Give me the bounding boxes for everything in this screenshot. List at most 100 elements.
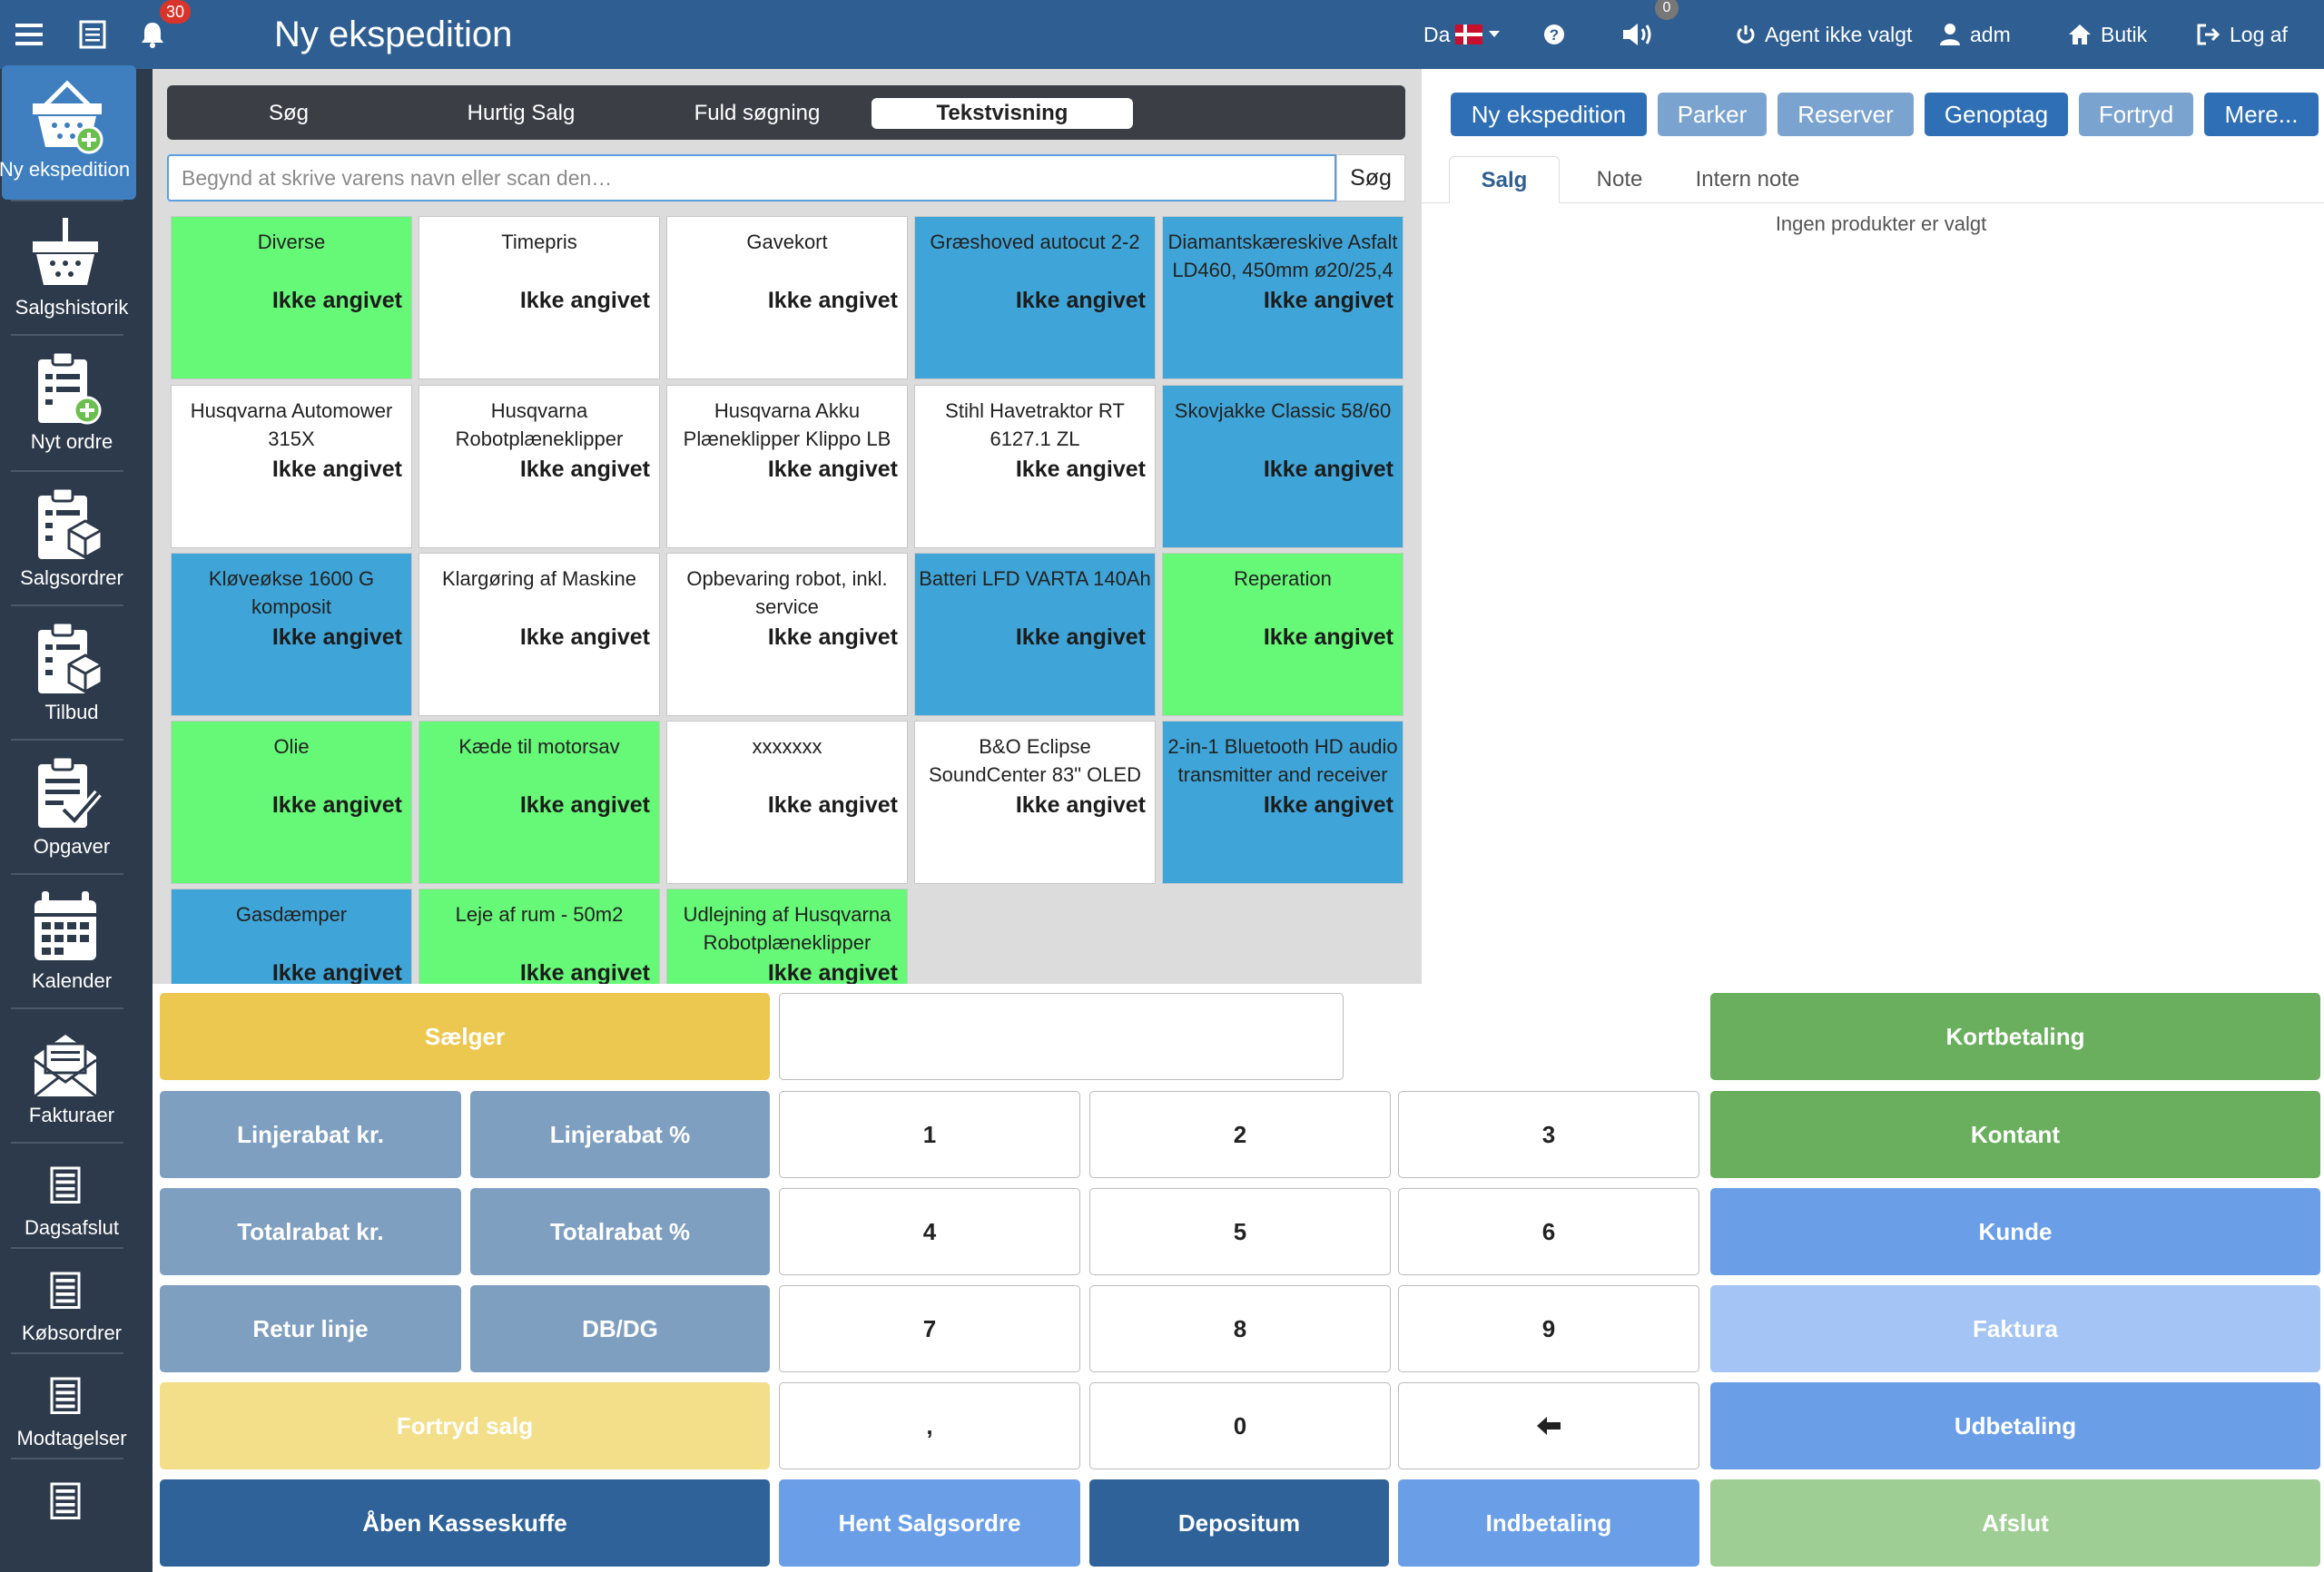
payout-button[interactable]: Udbetaling	[1710, 1382, 2320, 1469]
product-tile[interactable]: 2-in-1 Bluetooth HD audio transmitter an…	[1162, 721, 1403, 884]
sidebar-item-salgsordrer[interactable]: Salgsordrer	[0, 474, 153, 608]
volume-icon[interactable]	[1618, 13, 1658, 56]
bell-icon[interactable]	[136, 13, 169, 56]
reserve-button[interactable]: Reserver	[1777, 93, 1914, 136]
sidebar-item-ny-ekspedition[interactable]: Ny ekspedition	[0, 65, 136, 200]
undo-button[interactable]: Fortryd	[2079, 93, 2193, 136]
shop-label: Butik	[2101, 22, 2148, 46]
invoice-button[interactable]: Faktura	[1710, 1285, 2320, 1372]
fetch-order-button[interactable]: Hent Salgsordre	[779, 1479, 1080, 1567]
dbdg-button[interactable]: DB/DG	[470, 1285, 770, 1372]
open-drawer-button[interactable]: Åben Kasseskuffe	[160, 1479, 770, 1567]
product-tile[interactable]: Græshoved autocut 2-2 Ikke angivet	[914, 216, 1156, 379]
product-tile[interactable]: Gavekort Ikke angivet	[666, 216, 908, 379]
product-tile[interactable]: xxxxxxx Ikke angivet	[666, 721, 908, 884]
logout-link[interactable]: Log af	[2197, 16, 2288, 53]
product-tile[interactable]: Timepris Ikke angivet	[419, 216, 660, 379]
product-tile[interactable]: Husqvarna Robotplæneklipper Ikke angivet	[419, 385, 660, 548]
sidebar-item-more[interactable]	[0, 1461, 153, 1567]
product-tile[interactable]: Klargøring af Maskine Ikke angivet	[419, 553, 660, 716]
product-tile[interactable]: Stihl Havetraktor RT 6127.1 ZL Ikke angiv…	[914, 385, 1156, 548]
product-tile[interactable]: Reperation Ikke angivet	[1162, 553, 1403, 716]
digit-key[interactable]: 8	[1089, 1285, 1391, 1372]
tab-text-view[interactable]: Tekstvisning	[872, 98, 1133, 129]
product-tile[interactable]: Diverse Ikke angivet	[171, 216, 412, 379]
digit-key[interactable]: 7	[779, 1285, 1080, 1372]
amount-display	[779, 993, 1344, 1080]
payment-in-button[interactable]: Indbetaling	[1398, 1479, 1699, 1567]
tab-quick-sale[interactable]: Hurtig Salg	[467, 101, 576, 125]
digit-key[interactable]: 1	[779, 1091, 1080, 1178]
digit-key[interactable]: 4	[779, 1188, 1080, 1275]
finish-button[interactable]: Afslut	[1710, 1479, 2320, 1567]
line-discount-kr-button[interactable]: Linjerabat kr.	[160, 1091, 461, 1178]
park-button[interactable]: Parker	[1658, 93, 1767, 136]
new-sale-button[interactable]: Ny ekspedition	[1451, 93, 1647, 136]
tab-search[interactable]: Søg	[268, 101, 309, 125]
undo-sale-button[interactable]: Fortryd salg	[160, 1382, 770, 1469]
document-icon[interactable]	[76, 13, 109, 56]
deposit-button[interactable]: Depositum	[1089, 1479, 1389, 1567]
product-tile[interactable]: Husqvarna Akku Plæneklipper Klippo LB Ikk…	[666, 385, 908, 548]
sidebar-item-tilbud[interactable]: Tilbud	[0, 608, 153, 742]
seller-button[interactable]: Sælger	[160, 993, 770, 1080]
tab-internal-note[interactable]: Intern note	[1695, 167, 1800, 192]
sidebar-item-købsordrer[interactable]: Købsordrer	[0, 1251, 153, 1356]
sidebar-item-salgshistorik[interactable]: Salgshistorik	[0, 203, 153, 338]
total-discount-kr-button[interactable]: Totalrabat kr.	[160, 1188, 461, 1275]
product-tile[interactable]: Diamantskæreskive Asfalt LD460, 450mm ø2…	[1162, 216, 1403, 379]
product-tile[interactable]: Kløveøkse 1600 G komposit Ikke angivet	[171, 553, 412, 716]
basket-icon	[22, 212, 109, 296]
resume-button[interactable]: Genoptag	[1925, 93, 2068, 136]
agent-label: Agent ikke valgt	[1765, 22, 1913, 46]
help-icon[interactable]: ?	[1538, 13, 1571, 56]
tab-full-search[interactable]: Fuld søgning	[694, 101, 821, 125]
product-tile[interactable]: Batteri LFD VARTA 140Ah Ikke angivet	[914, 553, 1156, 716]
sidebar-item-label: Nyt ordre	[30, 430, 113, 453]
tab-sale[interactable]: Salg	[1449, 156, 1560, 203]
product-tile[interactable]: Udlejning af Husqvarna Robotplæneklipper…	[666, 889, 908, 984]
product-tile[interactable]: Opbevaring robot, inkl. service Ikke angi…	[666, 553, 908, 716]
more-button[interactable]: Mere...	[2204, 93, 2319, 136]
product-price: Ikke angivet	[1263, 792, 1393, 818]
sidebar-item-kalender[interactable]: Kalender	[0, 877, 153, 1011]
cash-button[interactable]: Kontant	[1710, 1091, 2320, 1178]
customer-button[interactable]: Kunde	[1710, 1188, 2320, 1275]
product-tile[interactable]: Gasdæmper Ikke angivet	[171, 889, 412, 984]
digit-key[interactable]: 2	[1089, 1091, 1391, 1178]
product-tile[interactable]: Kæde til motorsav Ikke angivet	[419, 721, 660, 884]
sidebar-item-dagsafslut[interactable]: Dagsafslut	[0, 1145, 153, 1251]
line-discount-pct-button[interactable]: Linjerabat %	[470, 1091, 770, 1178]
total-discount-pct-button[interactable]: Totalrabat %	[470, 1188, 770, 1275]
user-menu[interactable]: adm	[1939, 16, 2011, 53]
product-tile[interactable]: Leje af rum - 50m2 Ikke angivet	[419, 889, 660, 984]
sidebar-divider	[11, 739, 123, 741]
agent-selector[interactable]: Agent ikke valgt	[1736, 16, 1912, 53]
list-icon	[33, 1260, 98, 1322]
search-input[interactable]	[167, 154, 1336, 201]
shop-link[interactable]: Butik	[2068, 16, 2147, 53]
card-payment-button[interactable]: Kortbetaling	[1710, 993, 2320, 1080]
digit-key[interactable]: 0	[1089, 1382, 1391, 1469]
product-tile[interactable]: Olie Ikke angivet	[171, 721, 412, 884]
backspace-key[interactable]	[1398, 1382, 1699, 1469]
tab-note[interactable]: Note	[1596, 167, 1643, 192]
digit-key[interactable]: 6	[1398, 1188, 1699, 1275]
product-name: B&O Eclipse SoundCenter 83" OLED	[928, 735, 1142, 786]
sidebar-item-fakturaer[interactable]: Fakturaer	[0, 1011, 153, 1145]
product-tile[interactable]: B&O Eclipse SoundCenter 83" OLED Ikke ang…	[914, 721, 1156, 884]
product-tile[interactable]: Skovjakke Classic 58/60 Ikke angivet	[1162, 385, 1403, 548]
language-selector[interactable]: Da	[1423, 16, 1501, 53]
product-tile[interactable]: Husqvarna Automower 315X Ikke angivet	[171, 385, 412, 548]
digit-key[interactable]: ,	[779, 1382, 1080, 1469]
digit-key[interactable]: 9	[1398, 1285, 1699, 1372]
sidebar-item-modtagelser[interactable]: Modtagelser	[0, 1356, 153, 1461]
digit-key[interactable]: 5	[1089, 1188, 1391, 1275]
return-line-button[interactable]: Retur linje	[160, 1285, 461, 1372]
digit-key[interactable]: 3	[1398, 1091, 1699, 1178]
sidebar-item-opgaver[interactable]: Opgaver	[0, 742, 153, 877]
product-price: Ikke angivet	[519, 960, 650, 984]
sidebar-item-nyt-ordre[interactable]: Nyt ordre	[0, 338, 153, 472]
menu-icon[interactable]	[13, 13, 45, 56]
search-button[interactable]: Søg	[1336, 154, 1405, 201]
